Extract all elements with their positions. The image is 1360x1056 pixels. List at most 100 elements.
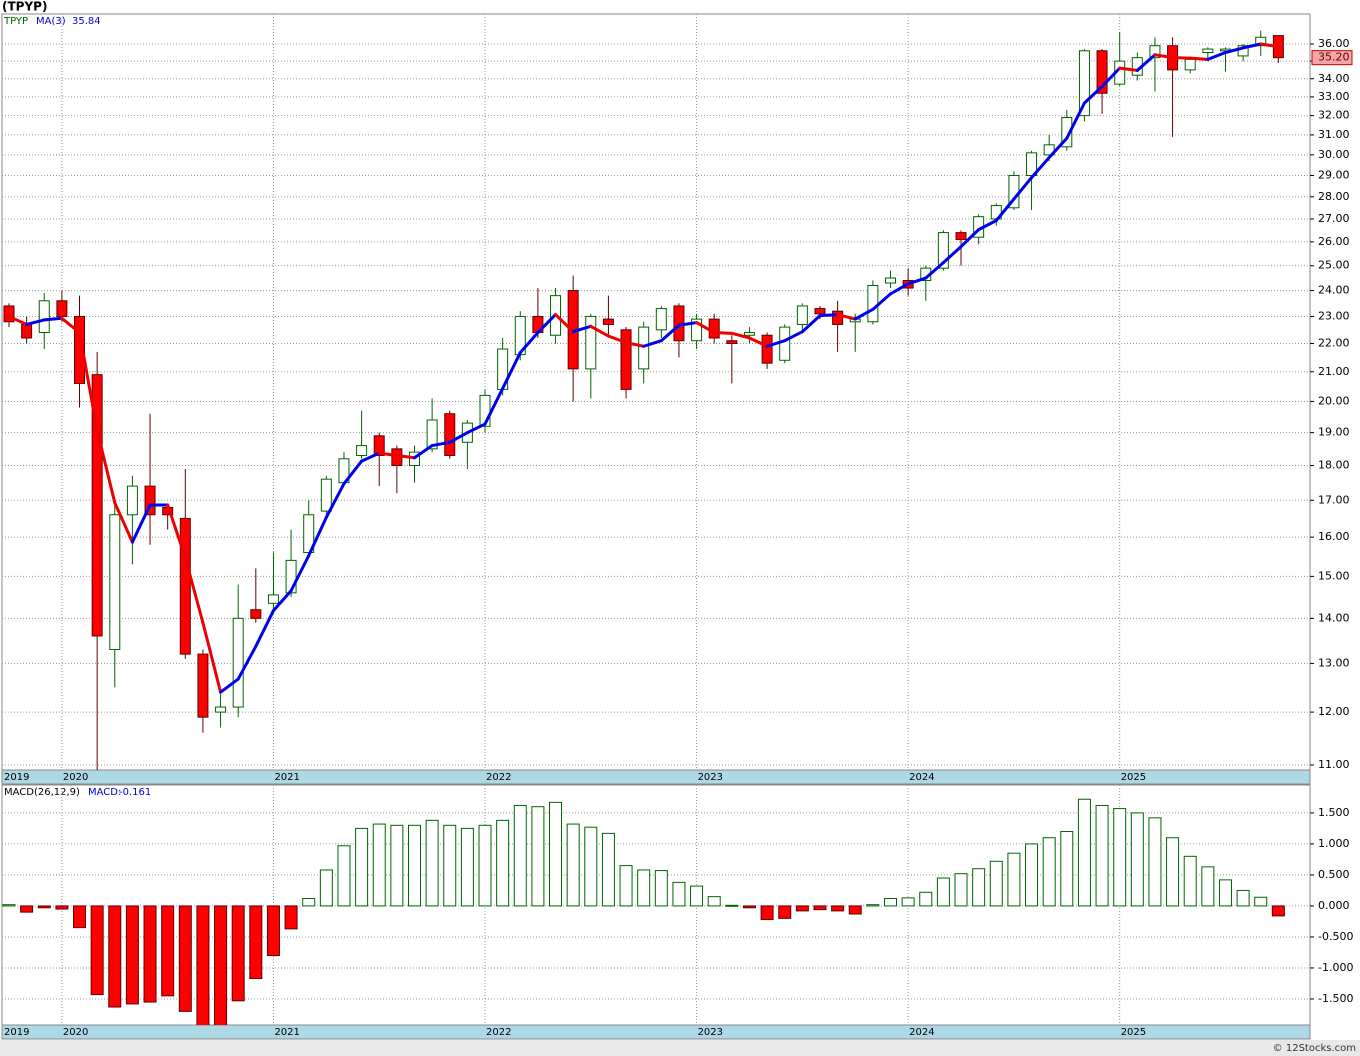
ma-line: [201, 621, 223, 694]
y-tick-label: 33.00: [1318, 90, 1350, 103]
ma-line: [307, 515, 328, 558]
ma-line: [642, 339, 663, 348]
macd-bar: [1077, 798, 1091, 907]
y-tick-label: 0.500: [1318, 868, 1350, 881]
macd-bar: [654, 870, 668, 907]
ma-line: [183, 556, 205, 625]
ma-line: [25, 318, 46, 326]
ma-line: [1118, 66, 1139, 72]
macd-bar: [266, 905, 280, 957]
macd-bar: [390, 824, 404, 907]
macd-bar: [1148, 817, 1162, 907]
y-tick-label: 31.00: [1318, 128, 1350, 141]
ma-line: [518, 331, 540, 355]
ma-line: [536, 313, 558, 335]
ma-line: [554, 313, 575, 334]
y-tick-label: 1.000: [1318, 837, 1350, 850]
macd-bar: [619, 865, 633, 907]
macd-bar: [760, 905, 774, 921]
macd-bar: [161, 905, 175, 997]
macd-bar: [884, 897, 897, 907]
y-tick-label: 14.00: [1318, 611, 1350, 624]
macd-value-name: MACD:: [88, 787, 121, 798]
macd-bar: [1183, 855, 1197, 907]
candle-body: [937, 232, 949, 269]
candle-body: [444, 413, 456, 456]
macd-bar: [231, 905, 245, 1002]
macd-bar: [1025, 843, 1039, 907]
candle-body: [761, 334, 773, 364]
macd-bar: [601, 832, 615, 907]
ma-line: [712, 331, 734, 335]
ma-line: [130, 503, 152, 544]
ma-line: [659, 323, 681, 343]
ma-line: [1259, 42, 1280, 49]
ma-line: [1082, 84, 1104, 105]
footer-bar: [0, 1040, 1360, 1056]
candle-body: [743, 332, 755, 336]
x-tick-label: 2022: [486, 772, 511, 783]
ma-line: [166, 503, 187, 560]
candle-body: [1061, 117, 1073, 148]
macd-bar: [1236, 889, 1250, 907]
x-tick-label: 2020: [63, 1027, 88, 1038]
macd-bar: [742, 905, 756, 909]
macd-bar: [1166, 837, 1180, 907]
ma-line: [589, 324, 610, 338]
ma-line: [1206, 50, 1227, 61]
ma-line: [924, 261, 945, 280]
ma-line: [465, 422, 487, 435]
y-tick-label: -1.500: [1318, 992, 1353, 1005]
candle-body: [638, 326, 650, 370]
x-tick-label: 2025: [1121, 1027, 1146, 1038]
candle-body: [796, 305, 808, 325]
ma-line: [800, 314, 822, 334]
candle-body: [1149, 45, 1161, 59]
y-tick-label: 18.00: [1318, 459, 1350, 472]
candle-body: [691, 318, 703, 342]
candle-body: [885, 277, 896, 284]
candle-body: [832, 310, 844, 325]
macd-bar: [584, 826, 598, 907]
candle-body: [726, 340, 738, 344]
macd-bar: [143, 905, 157, 1003]
ma-line: [395, 453, 416, 460]
ma-line: [941, 245, 963, 265]
candles: [3, 30, 1284, 770]
ma-line: [836, 313, 857, 321]
x-axis-bar: [1, 1024, 1311, 1040]
ma-line: [412, 444, 434, 460]
macd-bar: [1130, 812, 1144, 907]
ma-line: [324, 482, 346, 519]
x-tick-label: 2021: [274, 772, 299, 783]
ma-line: [430, 440, 452, 448]
macd-bar: [690, 885, 704, 907]
macd-bar: [566, 823, 580, 907]
macd-bar: [954, 873, 968, 907]
macd-bar: [831, 905, 845, 912]
macd-bar: [20, 905, 34, 913]
macd-bar: [2, 904, 16, 907]
macd-bar: [989, 860, 1003, 907]
macd-bar: [866, 904, 880, 907]
y-tick-label: 30.00: [1318, 148, 1350, 161]
y-tick-label: 19.00: [1318, 426, 1350, 439]
macd-bar: [1060, 831, 1074, 907]
macd-label: MACD(26,12,9): [4, 787, 80, 798]
macd-value: -0.161: [119, 787, 151, 798]
ma-line: [730, 331, 751, 340]
y-tick-label: 13.00: [1318, 656, 1350, 669]
candle-body: [779, 326, 791, 361]
candle-body: [38, 300, 50, 334]
candle-body: [232, 617, 244, 708]
macd-bar: [513, 804, 527, 907]
x-tick-label: 2023: [698, 772, 723, 783]
macd-bar: [178, 905, 192, 1012]
ma-line: [1135, 53, 1157, 72]
macd-bar: [90, 905, 104, 996]
macd-bar: [407, 824, 421, 907]
x-tick-label: 2024: [909, 1027, 934, 1038]
x-tick-label: 2019: [4, 772, 29, 783]
macd-bar: [319, 869, 333, 907]
